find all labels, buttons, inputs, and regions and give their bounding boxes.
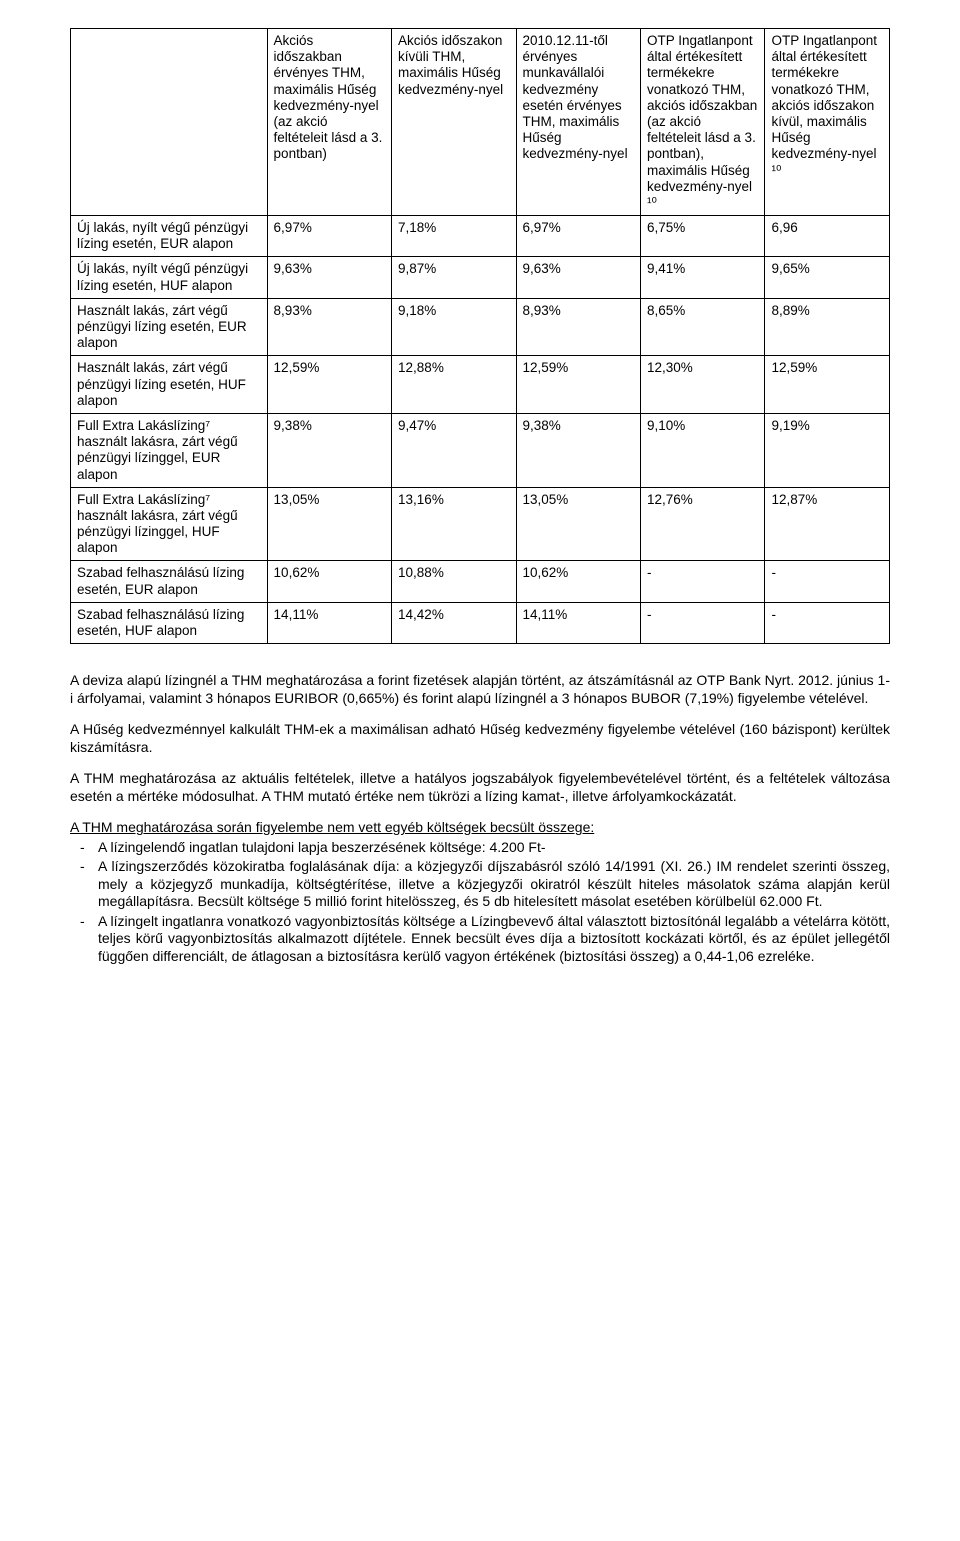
row-value: 12,59% — [765, 356, 890, 414]
row-label: Használt lakás, zárt végű pénzügyi lízin… — [71, 298, 268, 356]
row-value: - — [641, 602, 765, 643]
row-value: 12,59% — [516, 356, 640, 414]
table-row: Full Extra Lakáslízing⁷ használt lakásra… — [71, 487, 890, 561]
row-value: 8,89% — [765, 298, 890, 356]
row-value: 14,42% — [392, 602, 516, 643]
row-value: 13,05% — [267, 487, 391, 561]
thm-col-3: 2010.12.11-től érvényes munkavállalói ke… — [516, 29, 640, 216]
row-value: 12,88% — [392, 356, 516, 414]
row-label: Full Extra Lakáslízing⁷ használt lakásra… — [71, 413, 268, 487]
row-value: 12,59% — [267, 356, 391, 414]
row-value: 8,93% — [267, 298, 391, 356]
row-value: 13,05% — [516, 487, 640, 561]
row-value: 14,11% — [516, 602, 640, 643]
thm-col-2: Akciós időszakon kívüli THM, maximális H… — [392, 29, 516, 216]
row-value: 9,10% — [641, 413, 765, 487]
thm-col-1: Akciós időszakban érvényes THM, maximáli… — [267, 29, 391, 216]
thm-col-5: OTP Ingatlanpont által értékesített term… — [765, 29, 890, 216]
row-value: 6,96 — [765, 216, 890, 257]
row-value: 12,76% — [641, 487, 765, 561]
page-container: Akciós időszakban érvényes THM, maximáli… — [0, 0, 960, 1039]
table-row: Használt lakás, zárt végű pénzügyi lízin… — [71, 298, 890, 356]
row-value: 12,30% — [641, 356, 765, 414]
row-value: 8,93% — [516, 298, 640, 356]
table-row: Használt lakás, zárt végű pénzügyi lízin… — [71, 356, 890, 414]
row-value: 10,88% — [392, 561, 516, 602]
row-value: - — [765, 602, 890, 643]
row-value: 9,87% — [392, 257, 516, 298]
row-value: 9,65% — [765, 257, 890, 298]
thm-col-0 — [71, 29, 268, 216]
table-row: Új lakás, nyílt végű pénzügyi lízing ese… — [71, 257, 890, 298]
row-value: 10,62% — [267, 561, 391, 602]
table-row: Full Extra Lakáslízing⁷ használt lakásra… — [71, 413, 890, 487]
row-value: 9,63% — [267, 257, 391, 298]
row-label: Használt lakás, zárt végű pénzügyi lízin… — [71, 356, 268, 414]
paragraph-other-costs-heading: A THM meghatározása során figyelembe nem… — [70, 819, 890, 837]
row-label: Új lakás, nyílt végű pénzügyi lízing ese… — [71, 257, 268, 298]
spacer — [70, 644, 890, 672]
other-costs-list: A lízingelendő ingatlan tulajdoni lapja … — [70, 839, 890, 966]
row-value: 8,65% — [641, 298, 765, 356]
thm-header-row: Akciós időszakban érvényes THM, maximáli… — [71, 29, 890, 216]
row-value: - — [641, 561, 765, 602]
row-value: 6,97% — [516, 216, 640, 257]
thm-table-body: Új lakás, nyílt végű pénzügyi lízing ese… — [71, 216, 890, 644]
row-label: Full Extra Lakáslízing⁷ használt lakásra… — [71, 487, 268, 561]
row-value: 6,97% — [267, 216, 391, 257]
row-value: 9,19% — [765, 413, 890, 487]
thm-col-4: OTP Ingatlanpont által értékesített term… — [641, 29, 765, 216]
row-value: 12,87% — [765, 487, 890, 561]
thm-table: Akciós időszakban érvényes THM, maximáli… — [70, 28, 890, 644]
row-value: 6,75% — [641, 216, 765, 257]
row-value: 9,38% — [267, 413, 391, 487]
row-value: 9,47% — [392, 413, 516, 487]
thm-table-head: Akciós időszakban érvényes THM, maximáli… — [71, 29, 890, 216]
list-item: A lízingelt ingatlanra vonatkozó vagyonb… — [70, 913, 890, 966]
row-label: Szabad felhasználású lízing esetén, EUR … — [71, 561, 268, 602]
table-row: Szabad felhasználású lízing esetén, EUR … — [71, 561, 890, 602]
row-value: - — [765, 561, 890, 602]
row-value: 7,18% — [392, 216, 516, 257]
table-row: Új lakás, nyílt végű pénzügyi lízing ese… — [71, 216, 890, 257]
list-item: A lízingszerződés közokiratba foglalásán… — [70, 858, 890, 911]
row-value: 13,16% — [392, 487, 516, 561]
row-value: 10,62% — [516, 561, 640, 602]
row-value: 9,63% — [516, 257, 640, 298]
list-item: A lízingelendő ingatlan tulajdoni lapja … — [70, 839, 890, 857]
table-row: Szabad felhasználású lízing esetén, HUF … — [71, 602, 890, 643]
paragraph-huseg: A Hűség kedvezménnyel kalkulált THM-ek a… — [70, 721, 890, 756]
row-value: 9,18% — [392, 298, 516, 356]
row-label: Új lakás, nyílt végű pénzügyi lízing ese… — [71, 216, 268, 257]
paragraph-thm-changes: A THM meghatározása az aktuális feltétel… — [70, 770, 890, 805]
row-value: 9,38% — [516, 413, 640, 487]
row-label: Szabad felhasználású lízing esetén, HUF … — [71, 602, 268, 643]
paragraph-fx: A deviza alapú lízingnél a THM meghatáro… — [70, 672, 890, 707]
row-value: 14,11% — [267, 602, 391, 643]
row-value: 9,41% — [641, 257, 765, 298]
